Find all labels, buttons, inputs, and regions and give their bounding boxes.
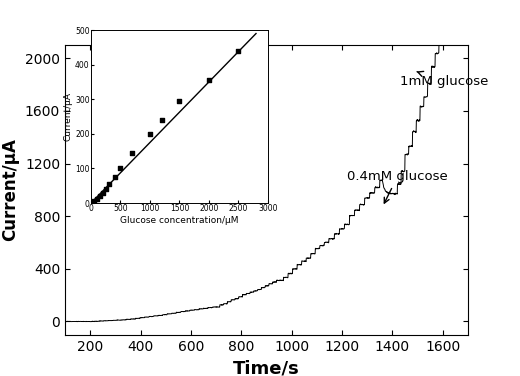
- Y-axis label: Current/μA: Current/μA: [63, 92, 72, 141]
- X-axis label: Glucose concentration/μM: Glucose concentration/μM: [120, 216, 239, 225]
- Y-axis label: Current/μA: Current/μA: [2, 138, 19, 241]
- Point: [93, 196, 101, 202]
- Text: 1mM glucose: 1mM glucose: [400, 71, 488, 88]
- Point: [128, 150, 136, 156]
- Point: [116, 165, 125, 171]
- Point: [110, 174, 119, 180]
- Text: 0.4mM glucose: 0.4mM glucose: [347, 170, 448, 203]
- Point: [101, 185, 110, 191]
- Point: [90, 198, 98, 204]
- Point: [205, 77, 213, 83]
- Point: [158, 117, 166, 123]
- Point: [96, 193, 104, 199]
- Point: [175, 98, 184, 104]
- Point: [146, 131, 154, 137]
- Point: [234, 48, 242, 54]
- X-axis label: Time/s: Time/s: [233, 359, 300, 376]
- Point: [99, 190, 107, 196]
- Point: [105, 181, 113, 187]
